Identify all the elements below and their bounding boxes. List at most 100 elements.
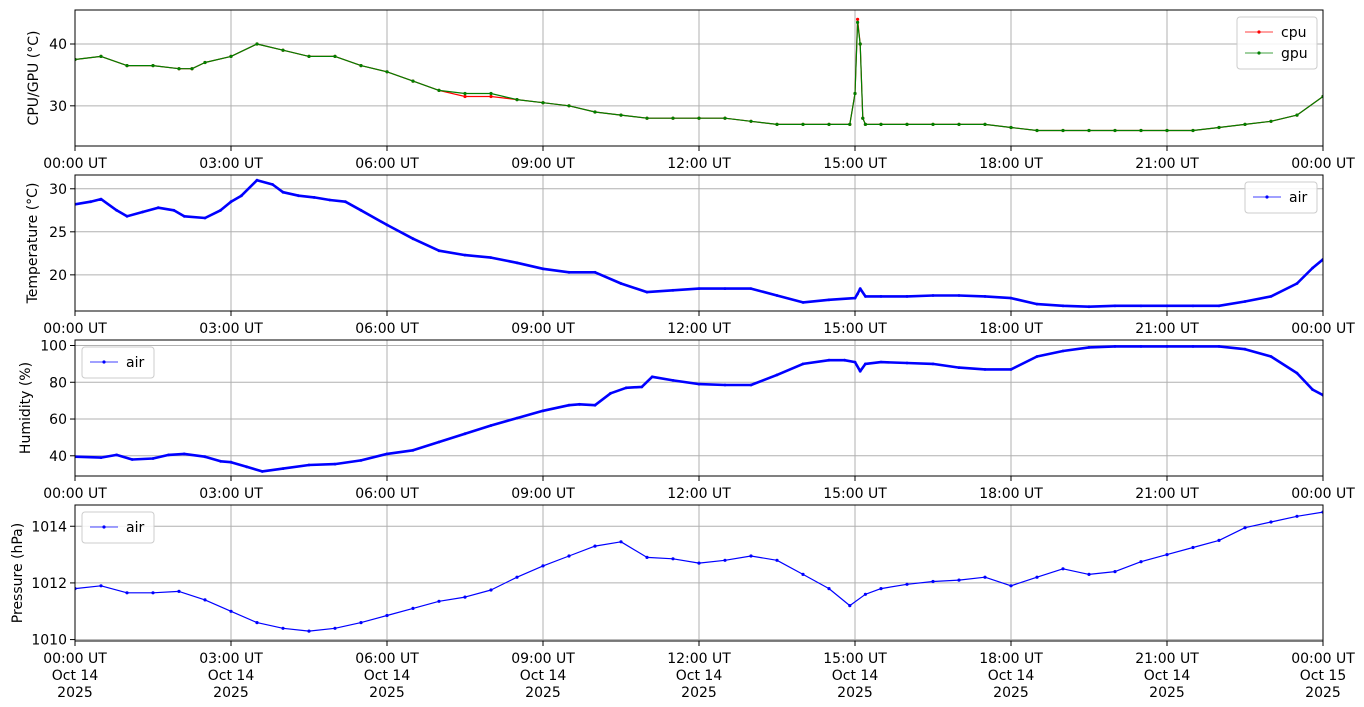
data-point-gpu — [229, 54, 233, 59]
x-tick-label: 00:00 UT — [43, 156, 107, 172]
data-point-gpu — [567, 104, 571, 108]
data-point-air — [229, 460, 233, 464]
data-point-air — [1165, 345, 1169, 348]
data-point-gpu — [619, 113, 623, 117]
data-point-air — [1165, 553, 1169, 557]
data-point-gpu — [333, 54, 337, 59]
legend: air — [1244, 181, 1318, 214]
series-group — [75, 17, 1323, 133]
data-point-air — [1139, 560, 1143, 564]
data-point-gpu — [905, 122, 909, 126]
x-tick-label: 12:00 UT — [667, 486, 731, 502]
data-point-air — [541, 409, 545, 413]
y-tick-label: 30 — [49, 182, 67, 198]
data-point-air — [593, 270, 597, 274]
data-point-air — [219, 208, 223, 212]
data-point-air — [99, 197, 103, 201]
data-point-gpu — [853, 91, 857, 96]
data-point-air — [1191, 304, 1195, 308]
x-tick-label: 06:00 UT — [355, 486, 419, 502]
data-point-air — [1191, 345, 1195, 348]
x-tick-label: 21:00 UT — [1135, 651, 1199, 667]
data-point-air — [749, 554, 753, 558]
data-point-air — [1139, 345, 1143, 348]
data-point-gpu — [151, 64, 155, 68]
data-point-gpu — [697, 116, 701, 120]
data-point-gpu — [1035, 128, 1039, 133]
data-point-air — [229, 609, 233, 613]
data-point-air — [879, 587, 883, 591]
data-point-air — [983, 368, 987, 371]
data-point-air — [1087, 305, 1091, 309]
x-tick-label: 09:00 UT — [511, 486, 575, 502]
data-point-air — [1311, 388, 1314, 391]
legend-marker-air — [102, 360, 106, 364]
data-point-air — [1113, 570, 1117, 574]
data-point-air — [385, 223, 389, 227]
legend-box — [1236, 16, 1318, 70]
data-point-air — [879, 360, 883, 364]
data-point-air — [1243, 300, 1247, 303]
x-tick-label: 15:00 UT — [823, 321, 887, 337]
data-point-cpu — [489, 94, 493, 99]
data-point-air — [177, 589, 181, 594]
data-point-air — [1113, 304, 1117, 308]
data-point-air — [203, 455, 207, 459]
data-point-air — [130, 458, 134, 461]
data-point-air — [271, 183, 274, 186]
legend-label-gpu: gpu — [1281, 46, 1308, 62]
data-point-gpu — [723, 116, 727, 120]
data-point-gpu — [1217, 125, 1221, 130]
data-point-air — [1217, 538, 1221, 543]
data-point-air — [624, 386, 628, 390]
data-point-air — [385, 452, 389, 456]
data-point-air — [931, 362, 935, 366]
data-point-gpu — [861, 116, 865, 120]
data-point-air — [749, 287, 753, 290]
data-point-air — [827, 587, 831, 591]
x-tick-label: 09:00 UT — [511, 156, 575, 172]
data-point-air — [619, 540, 623, 544]
data-point-air — [463, 595, 467, 599]
legend-marker-cpu — [1257, 30, 1261, 34]
x-tick-label: 18:00 UT — [979, 156, 1043, 172]
series-group — [75, 178, 1323, 309]
data-point-air — [1035, 355, 1039, 358]
data-point-air — [1061, 567, 1065, 571]
data-point-air — [359, 621, 363, 625]
data-point-gpu — [385, 70, 389, 74]
data-point-air — [115, 453, 118, 457]
chart-panel-2: 20 25 30 00:00 UT 03:00 UT 06:00 UT 09:00 UT 12… — [25, 174, 1355, 337]
legend-label-cpu: cpu — [1281, 25, 1306, 41]
data-point-air — [541, 564, 545, 568]
data-point-air — [255, 621, 259, 625]
data-point-air — [99, 456, 103, 459]
legend-box — [1244, 181, 1318, 214]
data-point-gpu — [1139, 128, 1143, 133]
series-group — [75, 510, 1323, 633]
data-point-air — [182, 214, 186, 218]
data-point-air — [281, 626, 285, 630]
data-point-air — [1295, 514, 1299, 518]
data-point-air — [541, 267, 545, 271]
y-tick-label: 20 — [49, 268, 67, 284]
x-tick-label: 18:00 UT — [979, 321, 1043, 337]
data-point-air — [858, 369, 862, 373]
data-point-air — [853, 296, 857, 300]
legend-label-air: air — [1289, 190, 1307, 206]
data-point-air — [650, 375, 654, 379]
data-point-gpu — [489, 91, 493, 96]
data-point-air — [489, 424, 493, 427]
data-point-air — [775, 373, 779, 377]
data-point-air — [125, 214, 129, 218]
legend-marker-gpu — [1257, 51, 1261, 55]
y-axis-label: Temperature (°C) — [25, 183, 41, 305]
data-point-air — [863, 592, 868, 596]
x-tick-label: 21:00 UT — [1135, 156, 1199, 172]
x-tick-label: Oct 14 — [988, 668, 1035, 684]
data-point-gpu — [281, 48, 285, 52]
legend-label-air: air — [126, 520, 144, 536]
data-point-air — [515, 416, 519, 420]
data-point-air — [219, 459, 223, 463]
x-tick-label: 06:00 UT — [355, 156, 419, 172]
